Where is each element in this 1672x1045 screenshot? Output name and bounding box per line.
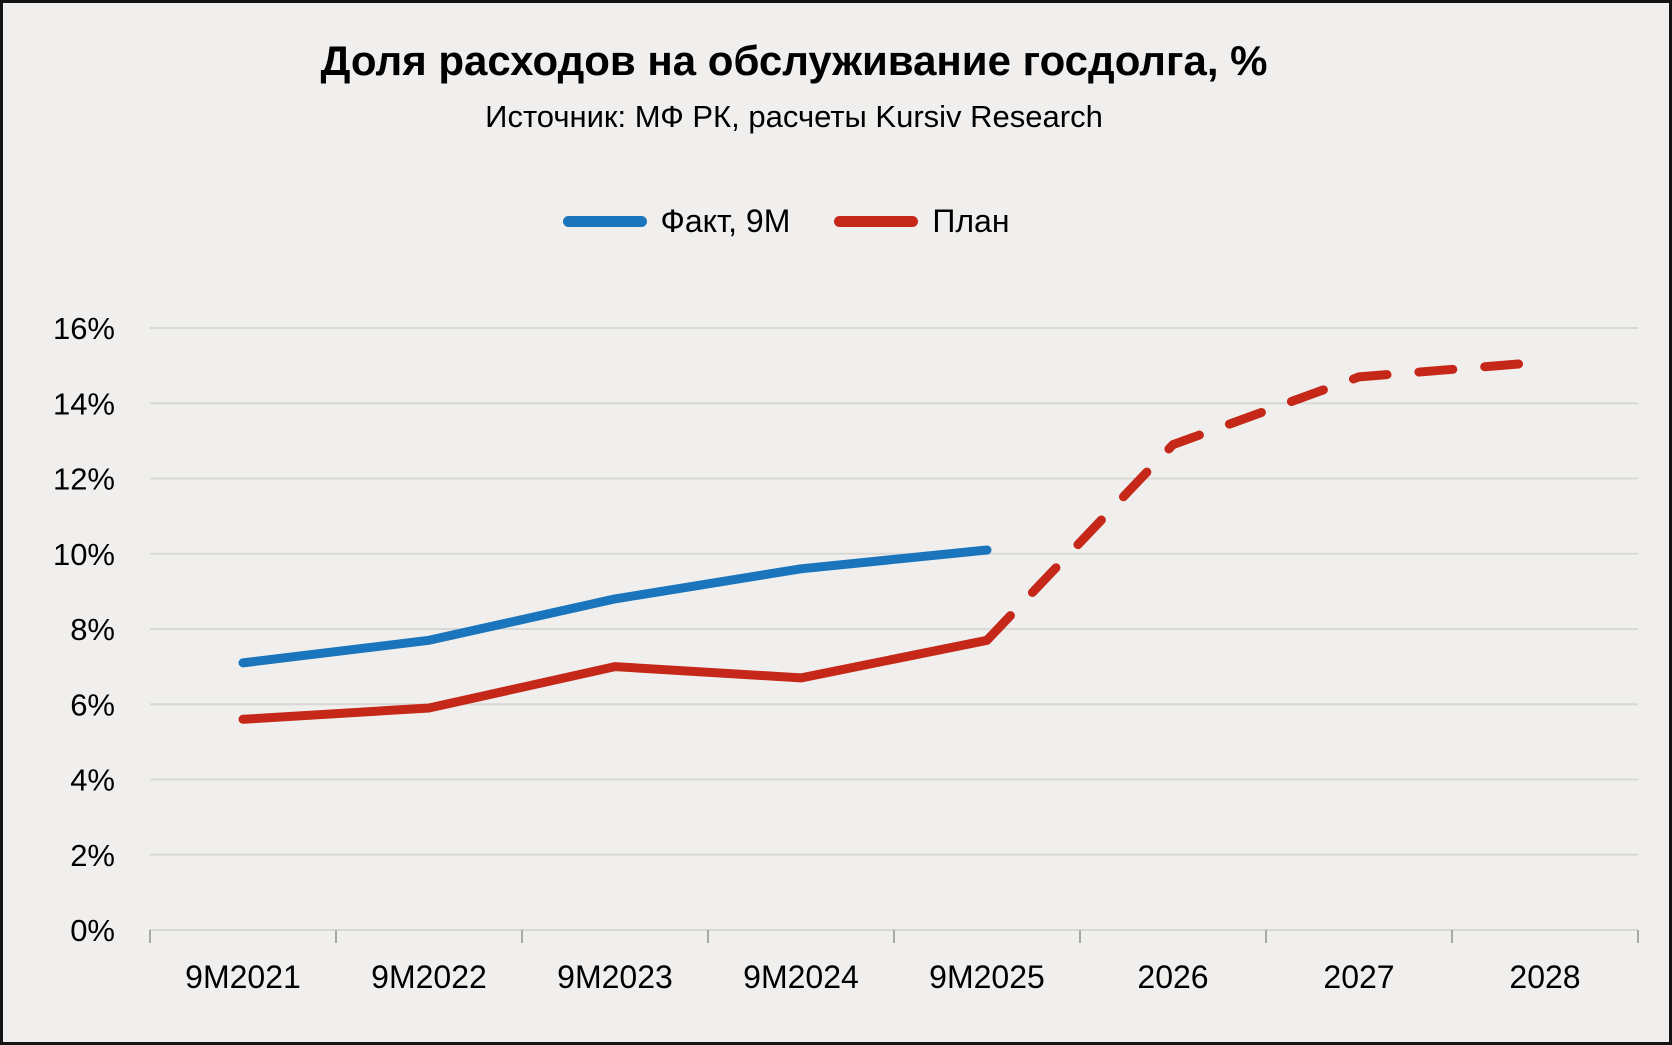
- plan-series-line-dashed: [982, 357, 1550, 645]
- y-axis-tick-label: 10%: [53, 537, 115, 572]
- y-axis-tick-label: 6%: [70, 687, 115, 722]
- x-axis-category-label: 9М2025: [929, 959, 1045, 995]
- y-axis-tick-label: 8%: [70, 612, 115, 647]
- chart-header: Доля расходов на обслуживание госдолга, …: [3, 3, 1669, 135]
- plan-series-line-solid: [238, 635, 992, 724]
- chart-legend: Факт, 9М План: [3, 203, 1569, 240]
- y-axis-tick-label: 4%: [70, 763, 115, 798]
- x-axis-category-label: 2027: [1323, 959, 1394, 995]
- x-axis-category-label: 9М2022: [371, 959, 487, 995]
- plan-line-swatch-icon: [834, 216, 919, 227]
- fact-line-swatch-icon: [562, 216, 647, 227]
- chart-title: Доля расходов на обслуживание госдолга, …: [320, 37, 1268, 84]
- x-axis-category-label: 9М2021: [185, 959, 301, 995]
- x-axis-category-label: 9М2023: [557, 959, 673, 995]
- line-chart: 0% 2% 4% 6% 8% 10% 12% 14% 16% 9М2021 9М2022 9М2023…: [53, 311, 1639, 995]
- legend-label-plan: План: [932, 203, 1010, 239]
- y-axis-tick-label: 16%: [53, 311, 115, 346]
- y-axis-tick-label: 12%: [53, 462, 115, 497]
- legend-label-fact: Факт, 9М: [660, 203, 791, 239]
- y-axis-tick-label: 2%: [70, 838, 115, 873]
- chart-source: Источник: МФ РК, расчеты Kursiv Research: [485, 99, 1103, 134]
- fact-series-line: [238, 545, 992, 668]
- y-axis-tick-label: 14%: [53, 386, 115, 421]
- x-axis-category-label: 2026: [1137, 959, 1208, 995]
- x-axis-category-label: 2028: [1509, 959, 1580, 995]
- y-axis-tick-label: 0%: [70, 913, 115, 948]
- x-axis-category-label: 9М2024: [743, 959, 859, 995]
- legend-item-fact: Факт, 9М: [562, 203, 791, 240]
- legend-item-plan: План: [834, 203, 1009, 240]
